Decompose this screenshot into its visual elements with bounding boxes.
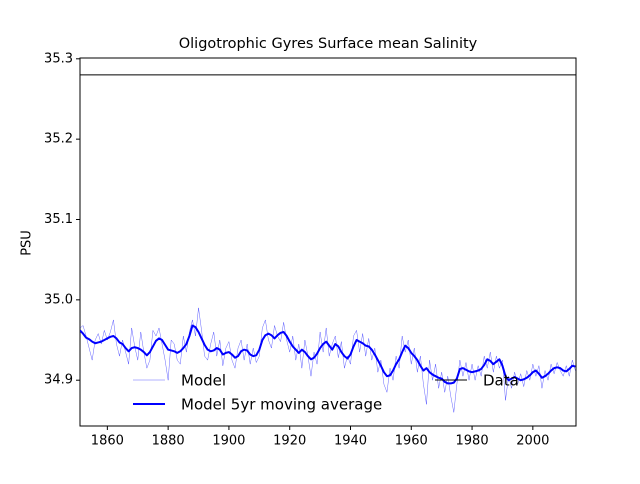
x-tick-label: 1880 [152, 434, 185, 449]
x-tick-label: 1960 [395, 434, 428, 449]
x-tick-label: 2000 [516, 434, 549, 449]
chart-title: Oligotrophic Gyres Surface mean Salinity [179, 36, 478, 52]
y-tick-label: 35.1 [44, 212, 73, 227]
y-tick-label: 35.2 [44, 132, 73, 147]
x-tick-label: 1980 [456, 434, 489, 449]
legend-label: Model 5yr moving average [181, 396, 382, 414]
y-tick-label: 34.9 [44, 373, 73, 388]
series-line [80, 324, 576, 385]
y-tick-label: 35.0 [44, 292, 73, 307]
y-axis-label: PSU [20, 230, 35, 256]
x-tick-label: 1920 [273, 434, 306, 449]
x-tick-label: 1900 [212, 434, 245, 449]
x-tick-label: 1940 [334, 434, 367, 449]
x-tick-label: 1860 [91, 434, 124, 449]
plot-area [80, 74, 576, 413]
legend-label: Data [483, 372, 519, 390]
legend-label: Model [181, 372, 226, 390]
y-tick-label: 35.3 [44, 51, 73, 66]
plot-frame [79, 57, 577, 427]
